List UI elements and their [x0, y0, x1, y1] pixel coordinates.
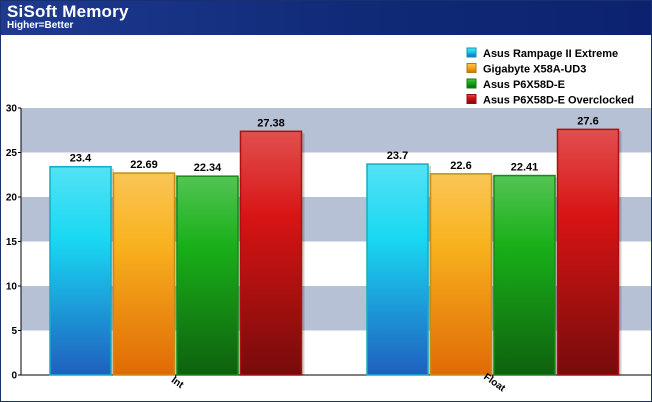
y-tick-label: 5	[11, 326, 17, 337]
bar	[49, 165, 112, 376]
bar	[239, 130, 303, 376]
data-label: 27.38	[257, 117, 285, 129]
legend-label: Asus P6X58D-E	[483, 79, 565, 91]
legend-swatch	[466, 47, 477, 58]
category-label: Int	[169, 375, 186, 391]
bar	[112, 172, 176, 376]
chart-header: SiSoft Memory Higher=Better	[1, 1, 651, 35]
bar	[429, 173, 493, 376]
y-tick-label: 10	[6, 282, 18, 293]
y-tick-label: 25	[6, 148, 18, 159]
data-label: 27.6	[577, 115, 598, 127]
y-tick-label: 30	[6, 104, 18, 115]
legend-swatch	[466, 63, 477, 73]
legend-label: Gigabyte X58A-UD3	[483, 64, 586, 76]
data-label: 22.41	[511, 162, 539, 174]
legend-swatch	[466, 94, 477, 104]
legend-label: Asus Rampage II Extreme	[483, 48, 618, 60]
y-tick-label: 15	[6, 237, 18, 248]
data-label: 23.7	[387, 150, 408, 162]
data-label: 23.4	[70, 153, 92, 165]
legend-swatch	[466, 78, 477, 89]
bar	[556, 128, 620, 376]
bar	[366, 163, 429, 376]
data-label: 22.6	[450, 160, 471, 172]
data-label: 22.34	[194, 162, 222, 174]
chart-subtitle: Higher=Better	[7, 20, 74, 31]
y-tick-label: 0	[11, 371, 17, 382]
grid-band	[21, 108, 651, 153]
y-tick-label: 20	[6, 193, 18, 204]
bar	[176, 175, 239, 376]
bar	[493, 174, 556, 376]
chart-title: SiSoft Memory	[7, 2, 129, 21]
legend-label: Asus P6X58D-E Overclocked	[483, 95, 634, 107]
data-label: 22.69	[130, 159, 158, 171]
